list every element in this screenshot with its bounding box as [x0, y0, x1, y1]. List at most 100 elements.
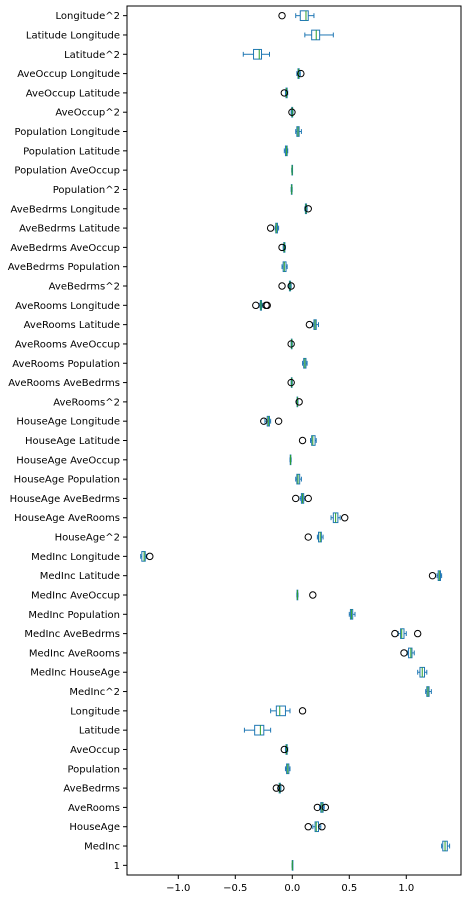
y-tick-label: AveOccup Longitude: [17, 69, 120, 80]
y-tick-label: MedInc AveRooms: [29, 648, 120, 659]
box-group: AveRooms: [68, 802, 330, 814]
y-tick-label: HouseAge AveBedrms: [10, 494, 120, 505]
y-tick-label: Longitude: [70, 706, 120, 717]
outlier-point: [309, 591, 317, 599]
y-tick-label: AveRooms AveOccup: [15, 339, 120, 350]
box-group: AveBedrms Population: [8, 261, 288, 273]
outlier-point: [287, 378, 295, 387]
box-group: MedInc AveOccup: [31, 589, 317, 601]
outlier-point: [280, 745, 289, 754]
box-group: AveRooms^2: [53, 396, 303, 408]
box-group: Longitude^2: [56, 10, 315, 22]
outlier-point: [304, 533, 312, 541]
y-tick-label: AveBedrms Latitude: [19, 224, 120, 235]
y-tick-label: AveBedrms Longitude: [11, 204, 121, 215]
outlier-point: [304, 494, 312, 503]
box-group: Population AveOccup: [14, 164, 294, 177]
box-group: AveBedrms AveOccup: [10, 242, 286, 254]
box-group: Population^2: [53, 184, 293, 196]
box-iqr: [311, 435, 316, 446]
outlier-point: [146, 552, 154, 561]
box-iqr: [254, 724, 265, 736]
y-tick-label: Latitude Longitude: [26, 30, 120, 41]
outlier-point: [428, 571, 437, 580]
box-group: Population Latitude: [23, 145, 289, 157]
outlier-point: [277, 784, 285, 792]
box-iqr: [141, 551, 146, 562]
box-iqr: [311, 29, 321, 41]
x-tick-label: −0.5: [223, 883, 247, 894]
box-group: AveOccup Latitude: [26, 87, 289, 99]
y-tick-label: MedInc: [84, 842, 120, 853]
outlier-point: [278, 243, 286, 252]
box-group: AveRooms Latitude: [24, 319, 320, 331]
y-tick-label: AveRooms^2: [53, 397, 120, 408]
outlier-point: [304, 823, 312, 831]
y-tick-label: Longitude^2: [56, 11, 120, 22]
y-tick-label: MedInc Latitude: [40, 571, 120, 582]
box-group: MedInc AveBedrms: [24, 628, 422, 640]
y-tick-label: AveOccup: [70, 745, 120, 756]
y-tick-label: AveBedrms^2: [49, 282, 120, 293]
outlier-point: [313, 803, 322, 812]
y-tick-label: 1: [114, 861, 120, 872]
y-tick-label: HouseAge^2: [55, 533, 120, 544]
outlier-point: [292, 494, 300, 503]
box-group: AveOccup^2: [55, 106, 296, 119]
y-tick-label: AveRooms Longitude: [15, 301, 120, 312]
outlier-point: [252, 301, 260, 310]
y-tick-label: MedInc AveBedrms: [24, 629, 120, 640]
axes-frame: [126, 5, 462, 876]
box-iqr: [408, 647, 413, 659]
y-tick-label: AveOccup^2: [55, 108, 120, 119]
y-tick-label: Latitude: [79, 726, 120, 737]
box-group: AveOccup: [70, 744, 289, 756]
box-group: MedInc AveRooms: [29, 647, 415, 659]
y-tick-label: AveBedrms: [63, 784, 120, 795]
box-group: AveRooms Population: [12, 357, 308, 370]
y-tick-label: HouseAge Longitude: [16, 417, 120, 428]
outlier-point: [287, 340, 295, 348]
y-tick-label: HouseAge AveRooms: [14, 513, 120, 524]
outlier-point: [295, 398, 303, 406]
outlier-point: [321, 803, 330, 812]
y-tick-label: AveRooms AveBedrms: [8, 378, 120, 389]
y-tick-label: HouseAge Latitude: [25, 436, 120, 447]
box-group: MedInc Latitude: [40, 570, 443, 582]
outlier-point: [305, 320, 314, 329]
outlier-point: [263, 301, 271, 310]
box-group: HouseAge AveOccup: [16, 454, 292, 466]
box-group: AveBedrms Longitude: [11, 203, 312, 215]
outlier-point: [413, 629, 422, 638]
outlier-point: [274, 417, 283, 425]
box-group: AveRooms AveOccup: [15, 338, 295, 350]
outlier-point: [278, 11, 286, 20]
y-tick-label: MedInc Population: [28, 610, 120, 621]
y-tick-label: AveRooms Latitude: [24, 320, 120, 331]
y-tick-label: Population^2: [53, 185, 120, 196]
box-iqr: [400, 628, 405, 639]
y-tick-label: AveRooms: [68, 803, 120, 814]
y-tick-label: AveBedrms AveOccup: [10, 243, 120, 254]
x-tick-label: 0.0: [284, 883, 300, 894]
outlier-point: [298, 707, 307, 715]
y-tick-label: MedInc HouseAge: [30, 668, 120, 679]
box-group: MedInc Longitude: [31, 551, 154, 563]
outlier-point: [272, 784, 281, 792]
outlier-point: [297, 69, 305, 78]
outlier-point: [260, 417, 268, 425]
outlier-point: [288, 108, 296, 116]
outlier-point: [318, 823, 326, 831]
outlier-point: [400, 649, 408, 657]
y-tick-label: HouseAge AveOccup: [16, 455, 120, 466]
outlier-point: [280, 89, 289, 97]
box-group: Latitude Longitude: [26, 29, 334, 41]
y-tick-label: Population Latitude: [23, 146, 120, 157]
outlier-point: [278, 282, 286, 290]
box-group: HouseAge Longitude: [16, 415, 283, 428]
box-group: HouseAge^2: [55, 531, 324, 544]
box-group: AveBedrms: [63, 782, 285, 795]
box-group: MedInc^2: [69, 686, 432, 698]
plot-area: Longitude^2 Latitude Longitude Latitude^2 A…: [8, 10, 451, 894]
